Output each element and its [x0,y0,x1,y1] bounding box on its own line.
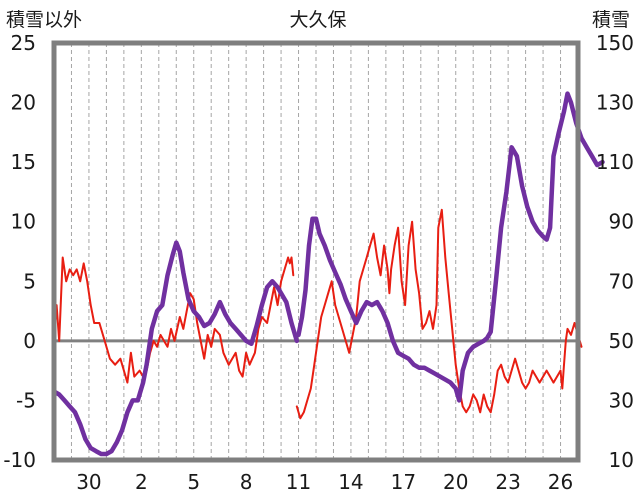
left-tick-label: 25 [11,31,36,55]
x-tick-label: 11 [286,470,311,494]
right-tick-label: 90 [609,210,634,234]
x-axis-ticks: 30 2 5 8 11 14 17 20 23 26 [76,470,573,494]
right-tick-label: 50 [609,329,634,353]
x-tick-label: 23 [495,470,520,494]
left-tick-label: 5 [23,269,36,293]
x-tick-label: 20 [443,470,468,494]
purple-series-line-segment-2 [296,91,605,403]
x-tick-label: 8 [240,470,253,494]
right-axis-ticks: 150 130 110 90 70 50 30 10 [596,31,634,472]
left-tick-label: 0 [23,329,36,353]
right-tick-label: 10 [609,448,634,472]
left-tick-label: 15 [11,150,36,174]
x-tick-label: 30 [76,470,101,494]
right-axis-title: 積雪 [592,9,630,31]
left-tick-label: 20 [11,91,36,115]
left-tick-label: -10 [3,448,36,472]
x-tick-label: 14 [338,470,363,494]
left-axis-ticks: 25 20 15 10 5 0 -5 -10 [3,31,36,472]
chart-title: 大久保 [289,9,346,31]
right-tick-label: 30 [609,388,634,412]
red-series-line-segment-2 [295,208,583,420]
left-tick-label: -5 [16,388,36,412]
red-series-line-segment-1 [53,256,295,384]
x-tick-label: 5 [187,470,200,494]
right-tick-label: 70 [609,269,634,293]
x-tick-label: 2 [135,470,148,494]
purple-series-line-segment-1 [51,240,300,457]
plot-frame [51,40,581,463]
right-tick-label: 130 [596,91,634,115]
right-tick-label: 150 [596,31,634,55]
right-tick-label: 110 [596,150,634,174]
x-tick-label: 26 [548,470,573,494]
left-axis-title: 積雪以外 [6,9,82,31]
series-layer [51,91,605,457]
x-tick-label: 17 [391,470,416,494]
gridlines [70,43,562,460]
left-tick-label: 10 [11,210,36,234]
